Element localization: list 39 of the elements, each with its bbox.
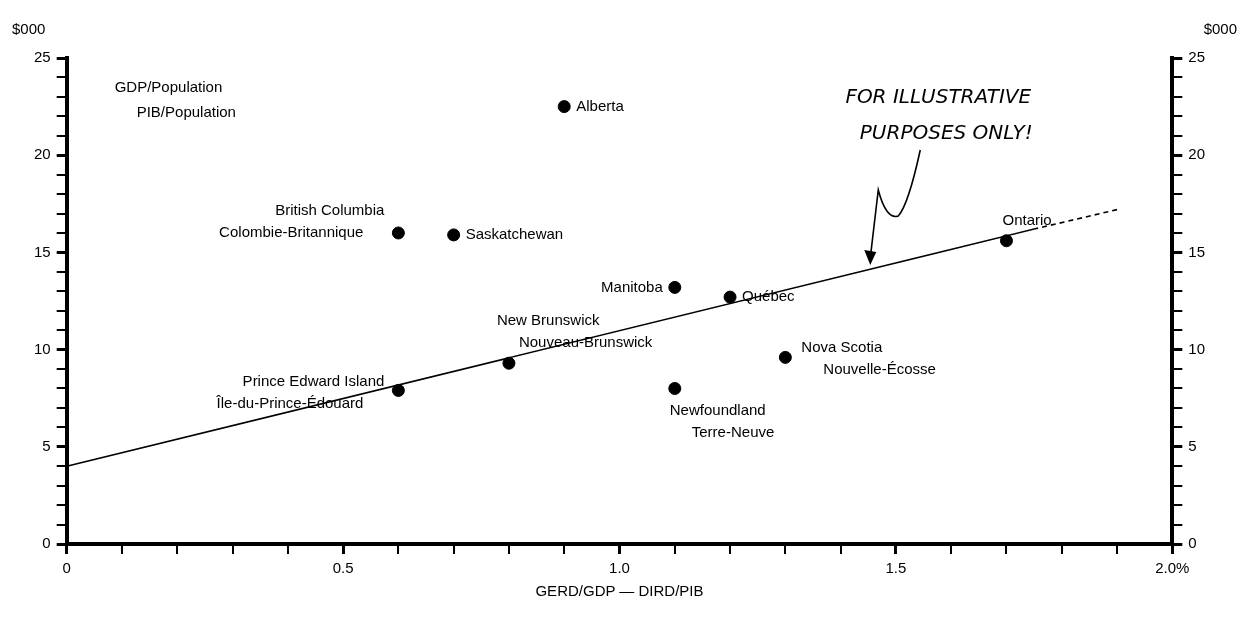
y2-tick-label: 0 <box>1188 534 1197 552</box>
point <box>999 234 1013 248</box>
x-tick-label: 0 <box>62 559 71 577</box>
y-axis-title: $000 <box>12 20 46 38</box>
y-tick-label: 5 <box>42 436 51 454</box>
y-tick-label: 25 <box>34 48 51 66</box>
y2-tick-label: 25 <box>1188 48 1205 66</box>
point <box>391 226 405 240</box>
annotation: GDP/Population PIB/Population <box>114 78 236 121</box>
point <box>668 381 682 395</box>
annotation: Newfoundland Terre-Neuve <box>669 400 775 440</box>
x-tick-label: 2.0% <box>1155 559 1190 577</box>
x-tick-label: 1.5 <box>885 559 907 577</box>
annotation: Alberta <box>576 96 625 114</box>
annotation: Manitoba <box>601 277 664 295</box>
y-tick-label: 0 <box>42 534 51 552</box>
annotation: British Columbia Colombie-Britannique <box>219 201 386 241</box>
point <box>391 383 405 397</box>
y-tick-label: 15 <box>34 242 51 260</box>
y-tick-label: 10 <box>34 339 51 357</box>
y2-tick-label: 5 <box>1188 436 1197 454</box>
point <box>447 228 461 242</box>
point <box>502 356 516 370</box>
y2-axis-title: $000 <box>1203 20 1237 38</box>
y2-tick-label: 15 <box>1188 242 1205 260</box>
point <box>557 100 571 114</box>
annotation: Ontario <box>1002 210 1052 228</box>
y2-tick-label: 20 <box>1188 145 1205 163</box>
annotation: Saskatchewan <box>465 225 564 243</box>
annotation: FOR ILLUSTRATIVE PURPOSES ONLY! <box>845 84 1033 145</box>
point <box>778 350 792 364</box>
y-tick-label: 20 <box>34 145 51 163</box>
point <box>723 290 737 304</box>
point <box>668 280 682 294</box>
annotation: Nova Scotia Nouvelle-Écosse <box>801 337 936 377</box>
y2-tick-label: 10 <box>1188 339 1205 357</box>
x-tick-label: 1.0 <box>609 559 630 577</box>
x-axis-title: GERD/GDP — DIRD/PIB <box>535 582 704 600</box>
x-tick-label: 0.5 <box>332 559 354 577</box>
